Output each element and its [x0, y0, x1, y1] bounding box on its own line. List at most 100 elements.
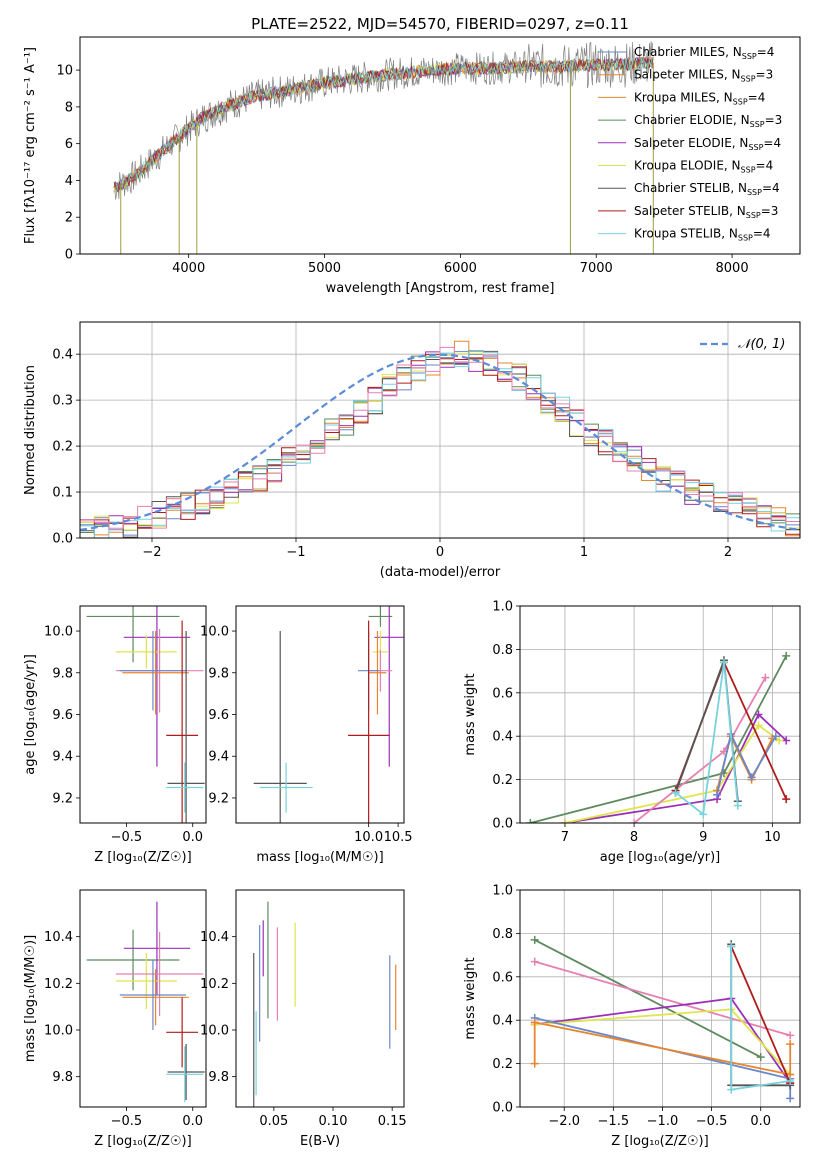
data-point — [119, 960, 187, 1030]
series-line — [530, 655, 787, 823]
y-tick-label: 1.0 — [492, 884, 513, 899]
y-tick-label: 0.2 — [52, 440, 73, 455]
data-point — [122, 969, 189, 1026]
data-point — [259, 762, 313, 813]
series-marker — [786, 1076, 795, 1085]
legend-entry: 𝒩(0, 1) — [738, 337, 785, 352]
series-marker — [526, 819, 535, 823]
x-tick-label: 8 — [630, 830, 638, 845]
series-marker — [754, 721, 763, 730]
y-axis-label: mass weight — [463, 673, 478, 755]
y-tick-label: 0.8 — [492, 927, 513, 942]
axes-frame — [519, 889, 801, 1108]
y-tick-label: 1.0 — [492, 600, 513, 615]
series-marker — [786, 1040, 795, 1049]
data-point — [166, 1046, 204, 1103]
series-marker — [786, 1094, 795, 1103]
y-tick-label: 0.1 — [52, 486, 73, 501]
y-tick-label: 0.6 — [492, 686, 513, 701]
axes-frame — [235, 605, 405, 824]
y-tick-label: 9.8 — [208, 1070, 229, 1085]
x-axis-label: Z [log₁₀(Z/Z☉)] — [611, 1134, 708, 1149]
x-tick-label: 9 — [699, 830, 707, 845]
y-tick-label: 10.4 — [44, 930, 73, 945]
x-tick-label: −2 — [142, 545, 161, 560]
errorbars — [253, 606, 404, 823]
y-tick-label: 10.0 — [44, 1024, 73, 1039]
data-point — [368, 606, 393, 627]
series-marker — [761, 673, 770, 682]
series-lines — [530, 935, 795, 1103]
x-axis-label: age [log₁₀(age/yr)] — [600, 850, 721, 865]
series-line — [674, 659, 739, 802]
errorbars — [86, 901, 205, 1103]
x-axis-label: mass [log₁₀(M/M☉)] — [256, 850, 383, 865]
series-lines — [526, 651, 791, 823]
series-line — [533, 1021, 792, 1076]
series-marker — [671, 788, 680, 797]
y-tick-label: 10.2 — [44, 977, 73, 992]
y-tick-label: 9.8 — [208, 666, 229, 681]
x-tick-label: −0.5 — [696, 1114, 728, 1129]
y-tick-label: 0.0 — [52, 532, 73, 547]
x-tick-label: −1.0 — [647, 1114, 679, 1129]
y-tick-label: 10.0 — [200, 625, 229, 640]
y-tick-label: 10.2 — [200, 977, 229, 992]
series — [671, 658, 742, 819]
series-marker — [771, 732, 780, 741]
x-axis-label: E(B-V) — [300, 1134, 340, 1149]
x-tick-label: 10 — [764, 830, 781, 845]
series-marker — [699, 810, 708, 819]
data-point — [374, 606, 404, 767]
x-tick-label: 0.0 — [750, 1114, 771, 1129]
series — [530, 1018, 795, 1079]
legend-entry: Chabrier MILES, NSSP=4 — [634, 45, 774, 61]
x-axis-label: wavelength [Angstrom, rest frame] — [326, 281, 555, 296]
y-tick-label: 0.4 — [492, 730, 513, 745]
x-tick-label: −0.5 — [111, 830, 143, 845]
spectrum-model-line — [113, 57, 654, 194]
legend-entry: Salpeter STELIB, NSSP=3 — [634, 204, 778, 220]
series-marker — [782, 651, 791, 660]
histogram-bars — [80, 340, 800, 538]
series-marker — [713, 790, 722, 799]
series-line — [716, 731, 777, 796]
series-marker — [733, 801, 742, 810]
y-tick-label: 10.0 — [44, 625, 73, 640]
data-point — [119, 631, 187, 711]
errorbars — [253, 901, 397, 1107]
x-tick-label: 5000 — [308, 261, 341, 276]
y-tick-label: 0.0 — [492, 817, 513, 832]
series-line — [730, 946, 792, 1084]
series-marker — [530, 957, 539, 966]
x-tick-label: −2.0 — [548, 1114, 580, 1129]
series-marker — [630, 819, 639, 823]
y-tick-label: 0 — [65, 248, 73, 263]
y-tick-label: 0.2 — [492, 773, 513, 788]
x-tick-label: 8000 — [716, 261, 749, 276]
y-tick-label: 0.6 — [492, 970, 513, 985]
series — [713, 730, 780, 799]
data-point — [115, 953, 177, 1009]
spectrum-legend: Chabrier MILES, NSSP=4 Salpeter MILES, NS… — [598, 45, 782, 243]
data-point — [115, 635, 177, 669]
normal-curve — [80, 353, 800, 531]
data-point — [368, 631, 387, 715]
y-tick-label: 0.2 — [492, 1057, 513, 1072]
y-tick-label: 9.2 — [52, 791, 73, 806]
y-tick-label: 6 — [65, 137, 73, 152]
series-line — [675, 662, 739, 816]
axes-frame — [519, 605, 801, 824]
data-point — [253, 631, 307, 823]
x-tick-label: 0.0 — [182, 1114, 203, 1129]
legend-entry: Kroupa ELODIE, NSSP=4 — [634, 159, 773, 175]
x-tick-label: −1 — [286, 545, 305, 560]
series-marker — [782, 736, 791, 745]
x-tick-label: 6000 — [444, 261, 477, 276]
data-point — [86, 929, 180, 991]
figure-title: PLATE=2522, MJD=54570, FIBERID=0297, z=0… — [251, 15, 629, 33]
x-tick-label: −1.5 — [598, 1114, 630, 1129]
x-axis-label: (data-model)/error — [380, 565, 501, 580]
y-tick-label: 0.0 — [492, 1101, 513, 1116]
